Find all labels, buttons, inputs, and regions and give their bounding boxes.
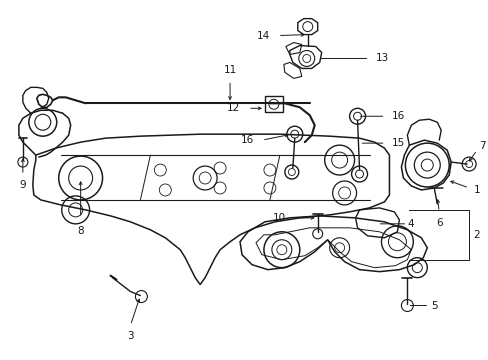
Text: 1: 1 xyxy=(473,185,480,195)
Text: 3: 3 xyxy=(127,332,134,341)
Text: 16: 16 xyxy=(240,135,253,145)
Text: 9: 9 xyxy=(20,180,26,190)
Text: 8: 8 xyxy=(77,226,84,236)
Text: 4: 4 xyxy=(407,219,413,229)
Text: 10: 10 xyxy=(272,213,285,223)
Text: 7: 7 xyxy=(478,141,485,151)
Text: 15: 15 xyxy=(390,138,404,148)
Text: 13: 13 xyxy=(375,54,388,63)
Text: 16: 16 xyxy=(390,111,404,121)
Text: 12: 12 xyxy=(226,103,240,113)
Text: 5: 5 xyxy=(430,301,437,311)
Text: 14: 14 xyxy=(256,31,269,41)
Text: 2: 2 xyxy=(472,230,479,240)
Text: 11: 11 xyxy=(223,66,236,75)
Text: 6: 6 xyxy=(435,218,442,228)
